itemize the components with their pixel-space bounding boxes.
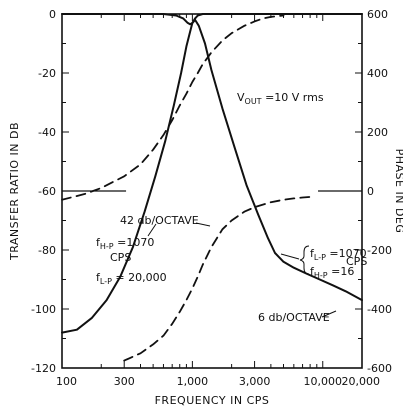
- x-tick-label: 10,000: [304, 375, 343, 388]
- annotation-fhp-1070: fH-P =1070: [96, 236, 154, 251]
- annotation-42db-leader: [195, 222, 211, 227]
- x-tick-label: 3,000: [239, 375, 271, 388]
- annotation-cps-left: CPS: [110, 251, 131, 264]
- response-series-line-0: [61, 18, 363, 334]
- phase-series-line-3: [123, 195, 312, 362]
- y-tick-label: -40: [38, 126, 56, 139]
- y2-tick-label: -400: [367, 303, 392, 316]
- y-tick-label: -120: [31, 362, 56, 375]
- y2-tick-label: -600: [367, 362, 392, 375]
- y2-tick-label: 200: [367, 126, 388, 139]
- x-tick-label: 300: [114, 375, 135, 388]
- annotation-brace: [299, 245, 310, 275]
- y2-axis-label: PHASE IN DEG: [393, 149, 403, 234]
- annotation-brace-leader: [280, 253, 300, 260]
- y2-tick-label: 0: [367, 185, 374, 198]
- response-series-line-1: [61, 13, 363, 26]
- y2-tick-label: -200: [367, 244, 392, 257]
- y-tick-label: -60: [38, 185, 56, 198]
- annotation-fhp-leader: [147, 223, 157, 237]
- annotation-vout: VOUT =10 V rms: [237, 91, 324, 106]
- y-tick-label: -20: [38, 67, 56, 80]
- annotation-6db-leader: [321, 310, 337, 318]
- x-tick-label: 100: [56, 375, 77, 388]
- y2-tick-label: 600: [367, 8, 388, 21]
- y2-tick-label: 400: [367, 67, 388, 80]
- series-group: [61, 13, 363, 362]
- x-axis-label: FREQUENCY IN CPS: [155, 394, 270, 407]
- annotation-flp-20000: fL-P = 20,000: [96, 271, 167, 286]
- y-tick-label: 0: [49, 8, 56, 21]
- tick-labels: 100 300 1,000 3,000 10,000 20,000 0 -20 -40 -60 -8…: [31, 8, 392, 388]
- annotation-42db-octave: 42 db/OCTAVE: [120, 214, 199, 227]
- x-tick-label: 20,000: [342, 375, 381, 388]
- phase-series-line-2: [61, 14, 285, 201]
- y-tick-label: -80: [38, 244, 56, 257]
- x-tick-label: 1,000: [177, 375, 209, 388]
- y-axis-label: TRANSFER RATIO IN DB: [8, 122, 21, 261]
- annotation-6db-octave: 6 db/OCTAVE: [258, 311, 330, 324]
- annotation-cps-right: CPS: [346, 255, 367, 268]
- annotation-fhp-16: fH-P =16: [310, 265, 354, 280]
- annotation-flp-1070: fL-P =1070: [310, 247, 367, 262]
- y-tick-label: -100: [31, 303, 56, 316]
